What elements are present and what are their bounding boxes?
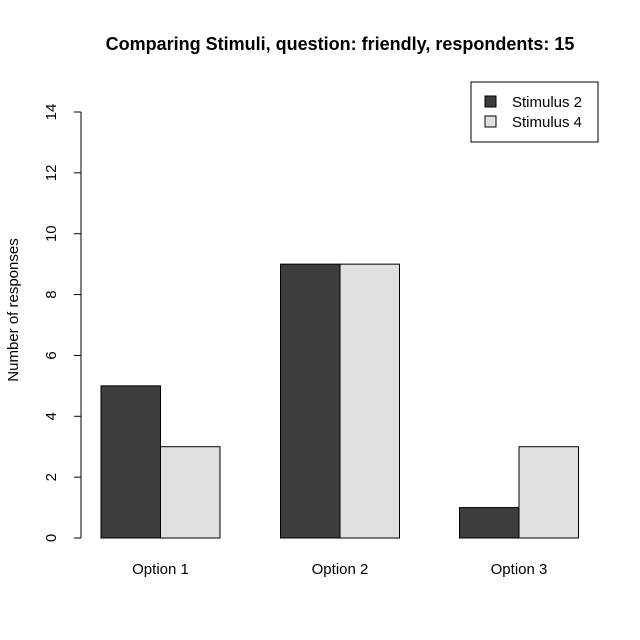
legend-label-stimulus-4: Stimulus 4 xyxy=(512,114,582,131)
y-tick-label: 6 xyxy=(43,351,60,359)
x-axis-labels: Option 1 Option 2 Option 3 xyxy=(132,561,547,578)
legend-swatch-stimulus-2 xyxy=(484,95,497,108)
legend-label-stimulus-2: Stimulus 2 xyxy=(512,94,582,111)
bar-option-2-stimulus-2 xyxy=(280,263,341,539)
y-tick-label: 4 xyxy=(43,412,60,420)
bar-option-3-stimulus-4 xyxy=(518,446,579,539)
x-tick-label: Option 1 xyxy=(132,561,189,578)
y-tick-label: 2 xyxy=(43,473,60,481)
legend-box xyxy=(470,81,599,143)
y-tick-label: 8 xyxy=(43,290,60,298)
y-axis-ticks: 0 2 4 6 8 10 12 14 xyxy=(43,104,81,542)
bar-option-3-stimulus-2 xyxy=(459,507,520,539)
y-axis-label: Number of responses xyxy=(5,238,22,381)
y-tick-label: 0 xyxy=(43,534,60,542)
y-axis: 0 2 4 6 8 10 12 14 xyxy=(43,104,82,542)
x-tick-label: Option 2 xyxy=(312,561,369,578)
y-tick-label: 10 xyxy=(43,225,60,242)
x-tick-label: Option 3 xyxy=(491,561,548,578)
legend: Stimulus 2 Stimulus 4 xyxy=(470,81,599,143)
bars xyxy=(100,263,579,539)
y-tick-label: 12 xyxy=(43,165,60,182)
bar-option-1-stimulus-4 xyxy=(160,446,221,539)
chart-title: Comparing Stimuli, question: friendly, r… xyxy=(106,34,575,54)
legend-swatch-stimulus-4 xyxy=(484,115,497,128)
y-tick-label: 14 xyxy=(43,104,60,121)
bar-option-2-stimulus-4 xyxy=(339,263,400,539)
bar-option-1-stimulus-2 xyxy=(100,385,161,539)
